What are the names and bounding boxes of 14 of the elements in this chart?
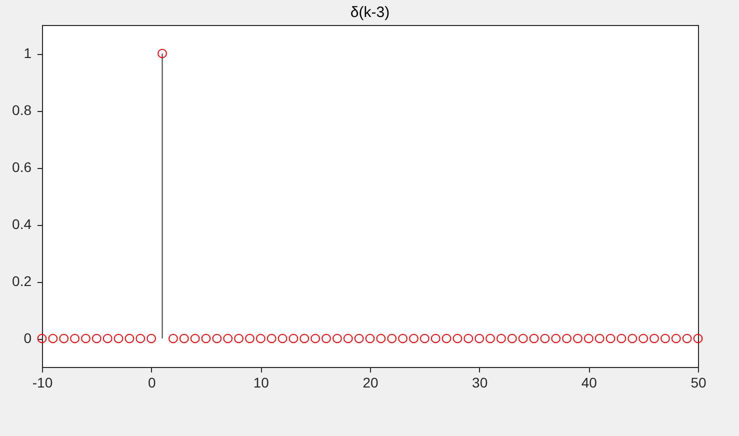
y-tick-label: 0.2 bbox=[12, 273, 32, 289]
x-tick-label: 0 bbox=[148, 374, 156, 390]
y-tick-label: 1 bbox=[24, 45, 32, 61]
x-tick-label: -10 bbox=[32, 374, 53, 390]
x-tick-label: 40 bbox=[581, 374, 598, 390]
y-tick-label: 0 bbox=[24, 330, 32, 346]
x-tick-label: 20 bbox=[362, 374, 378, 390]
chart-title: δ(k-3) bbox=[350, 4, 390, 21]
y-tick-label: 0.8 bbox=[12, 102, 32, 118]
x-tick-label: 30 bbox=[472, 374, 488, 390]
y-tick-label: 0.6 bbox=[12, 159, 32, 175]
y-tick-label: 0.4 bbox=[12, 216, 32, 232]
x-tick-label: 10 bbox=[253, 374, 270, 390]
x-tick-label: 50 bbox=[690, 374, 706, 390]
